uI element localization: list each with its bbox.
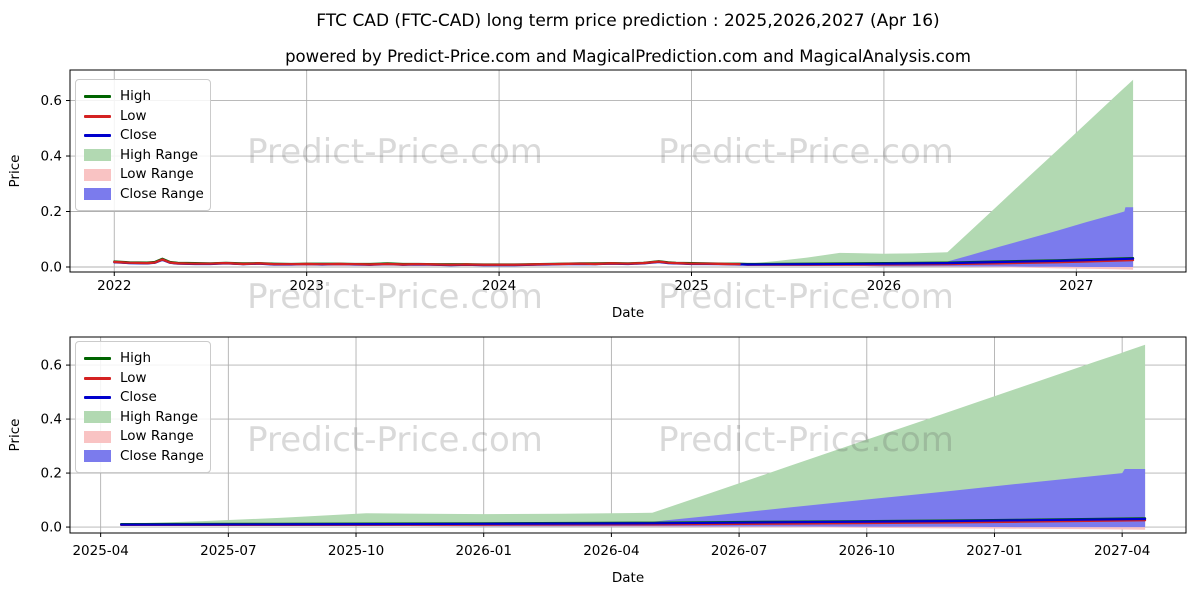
legend-swatch-icon — [84, 188, 111, 201]
legend-top-chart: High Low Close High Range Low Range Close Ran… — [75, 79, 211, 211]
legend-item-close-range: Close Range — [84, 185, 204, 205]
y-tick-label: 0.2 — [41, 466, 62, 482]
band-close-range — [747, 207, 1134, 267]
legend-item-label: High — [120, 350, 152, 366]
legend-swatch-icon — [84, 411, 111, 424]
legend-item-low-range: Low Range — [84, 427, 202, 447]
legend-item-label: High Range — [120, 146, 199, 163]
watermark-text: Predict-Price.com — [247, 420, 543, 460]
legend-swatch-icon — [84, 149, 111, 162]
legend-swatch-icon — [84, 376, 111, 380]
y-tick-label: 0.4 — [41, 412, 62, 428]
legend-item-label: Close Range — [120, 185, 204, 202]
legend-swatch-icon — [84, 396, 111, 400]
x-tick-label: 2026 — [867, 278, 901, 294]
x-tick-label: 2027-04 — [1094, 543, 1150, 559]
legend-swatch-icon — [84, 134, 111, 138]
y-tick-label: 0.0 — [41, 260, 62, 276]
x-tick-label: 2026-07 — [711, 543, 767, 559]
legend-item-high-range: High Range — [84, 146, 202, 166]
legend-item-label: Close Range — [120, 447, 204, 464]
legend-item-low: Low — [84, 369, 202, 389]
watermark-text: Predict-Price.com — [247, 132, 543, 172]
plot-frame — [69, 69, 1187, 273]
series-close-line — [119, 517, 1147, 526]
band-close-range — [121, 469, 1146, 528]
watermark-text: Predict-Price.com — [658, 132, 954, 172]
legend-bottom-chart: High Low Close High Range Low Range Close Ran… — [75, 341, 211, 473]
legend-swatch-icon — [84, 168, 111, 181]
legend-swatch-icon — [84, 430, 111, 443]
legend-item-close: Close — [84, 388, 202, 408]
x-tick-label: 2026-04 — [583, 543, 639, 559]
legend-swatch-icon — [84, 114, 111, 118]
tick-labels: 2025-04 2025-07 2025-10 2026-01 2026-04 2026-… — [41, 358, 1151, 559]
watermark-text: Predict-Price.com — [658, 277, 954, 317]
chart-forecast-detail: 2025-04 2025-07 2025-10 2026-01 2026-04 2026-… — [7, 336, 1187, 586]
legend-item-label: Low Range — [120, 428, 194, 444]
legend-item-low-range: Low Range — [84, 165, 202, 185]
x-axis-label: Date — [612, 570, 644, 586]
legend-item-label: High Range — [120, 408, 199, 425]
watermark-text: Predict-Price.com — [658, 420, 954, 460]
y-tick-label: 0.2 — [41, 204, 62, 220]
x-axis-label: Date — [612, 305, 644, 321]
chart-subtitle: powered by Predict-Price.com and Magical… — [285, 47, 971, 66]
x-tick-label: 2025 — [674, 278, 708, 294]
legend-item-close: Close — [84, 126, 202, 146]
x-tick-label: 2024 — [482, 278, 516, 294]
watermark-text: Predict-Price.com — [247, 277, 543, 317]
y-tick-label: 0.4 — [41, 149, 62, 165]
legend-item-label: Low — [120, 369, 147, 386]
tick-labels: 2022 2023 2024 2025 2026 2027 0.0 0.2 0.4 0.6 — [41, 93, 1094, 294]
x-tick-label: 2022 — [97, 278, 131, 294]
x-tick-label: 2025-07 — [200, 543, 256, 559]
legend-item-high-range: High Range — [84, 408, 202, 428]
y-tick-label: 0.0 — [41, 520, 62, 536]
legend-swatch-icon — [84, 357, 111, 361]
x-tick-label: 2023 — [289, 278, 323, 294]
y-tick-label: 0.6 — [41, 93, 62, 109]
legend-item-low: Low — [84, 107, 202, 127]
legend-item-label: High — [120, 88, 152, 104]
legend-item-label: Low Range — [120, 166, 194, 182]
band-high-range — [747, 79, 1134, 266]
x-tick-label: 2025-10 — [328, 543, 384, 559]
y-axis-label: Price — [7, 155, 23, 188]
x-tick-label: 2025-04 — [72, 543, 128, 559]
y-tick-label: 0.6 — [41, 358, 62, 374]
legend-item-close-range: Close Range — [84, 447, 204, 467]
legend-item-label: Low — [120, 107, 147, 124]
page-title: FTC CAD (FTC-CAD) long term price predic… — [316, 11, 940, 31]
legend-item-label: Close — [120, 389, 157, 405]
chart-long-term-history-and-forecast: 2022 2023 2024 2025 2026 2027 0.0 0.2 0.4 0.6 Date… — [7, 69, 1187, 321]
x-tick-label: 2026-10 — [839, 543, 895, 559]
legend-item-high: High — [84, 349, 202, 369]
legend-swatch-icon — [84, 95, 111, 99]
x-tick-label: 2027 — [1059, 278, 1093, 294]
legend-swatch-icon — [84, 450, 111, 463]
x-tick-label: 2027-01 — [966, 543, 1022, 559]
y-axis-label: Price — [7, 419, 23, 452]
x-tick-label: 2026-01 — [456, 543, 512, 559]
band-high-range — [121, 344, 1146, 526]
legend-item-label: Close — [120, 127, 157, 143]
series-low-line — [113, 258, 741, 266]
legend-item-high: High — [84, 87, 202, 107]
plot-frame — [69, 336, 1187, 534]
